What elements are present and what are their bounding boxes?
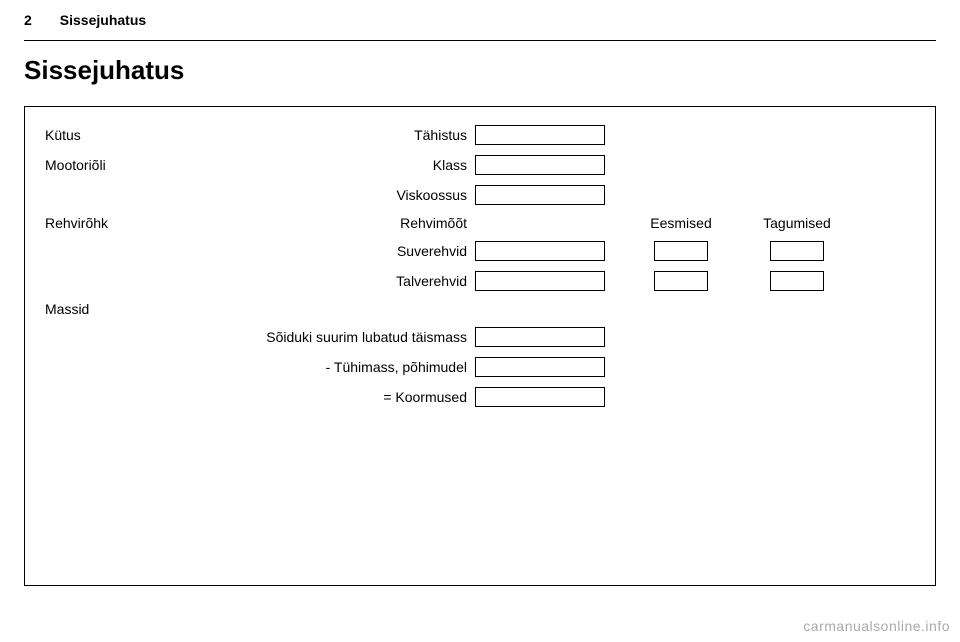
label-front: Eesmised: [641, 215, 721, 231]
watermark: carmanualsonline.info: [803, 618, 950, 634]
input-loads[interactable]: [475, 387, 605, 407]
label-summer-tyres: Suverehvid: [185, 243, 475, 259]
label-gross-weight: Sõiduki suurim lubatud täismass: [185, 329, 475, 345]
row-oil-viscosity: Viskoossus: [45, 185, 915, 205]
label-oil-viscosity: Viskoossus: [185, 187, 475, 203]
label-tyre-pressure: Rehvirõhk: [45, 215, 185, 231]
label-engine-oil: Mootoriõli: [45, 157, 185, 173]
row-fuel: Kütus Tähistus: [45, 125, 915, 145]
row-loads: = Koormused: [45, 387, 915, 407]
input-fuel-designation[interactable]: [475, 125, 605, 145]
label-tyre-size: Rehvimõõt: [185, 215, 475, 231]
label-oil-class: Klass: [185, 157, 475, 173]
row-oil-class: Mootoriõli Klass: [45, 155, 915, 175]
page-number: 2: [24, 12, 32, 28]
input-winter-rear[interactable]: [770, 271, 824, 291]
page-header: 2 Sissejuhatus: [0, 0, 960, 36]
row-winter-tyres: Talverehvid: [45, 271, 915, 291]
input-gross-weight[interactable]: [475, 327, 605, 347]
label-fuel: Kütus: [45, 127, 185, 143]
row-kerb-weight: - Tühimass, põhimudel: [45, 357, 915, 377]
page-title: Sissejuhatus: [0, 41, 960, 96]
label-winter-tyres: Talverehvid: [185, 273, 475, 289]
input-summer-size[interactable]: [475, 241, 605, 261]
row-tyre-header: Rehvirõhk Rehvimõõt Eesmised Tagumised: [45, 215, 915, 231]
input-winter-front[interactable]: [654, 271, 708, 291]
label-loads: = Koormused: [185, 389, 475, 405]
header-section-label: Sissejuhatus: [60, 12, 146, 28]
input-kerb-weight[interactable]: [475, 357, 605, 377]
input-summer-rear[interactable]: [770, 241, 824, 261]
label-fuel-designation: Tähistus: [185, 127, 475, 143]
form-frame: Kütus Tähistus Mootoriõli Klass Viskooss…: [24, 106, 936, 586]
input-oil-class[interactable]: [475, 155, 605, 175]
input-oil-viscosity[interactable]: [475, 185, 605, 205]
row-masses-header: Massid: [45, 301, 915, 317]
label-rear: Tagumised: [757, 215, 837, 231]
label-masses: Massid: [45, 301, 185, 317]
row-summer-tyres: Suverehvid: [45, 241, 915, 261]
input-summer-front[interactable]: [654, 241, 708, 261]
input-winter-size[interactable]: [475, 271, 605, 291]
row-gross-weight: Sõiduki suurim lubatud täismass: [45, 327, 915, 347]
label-kerb-weight: - Tühimass, põhimudel: [185, 359, 475, 375]
